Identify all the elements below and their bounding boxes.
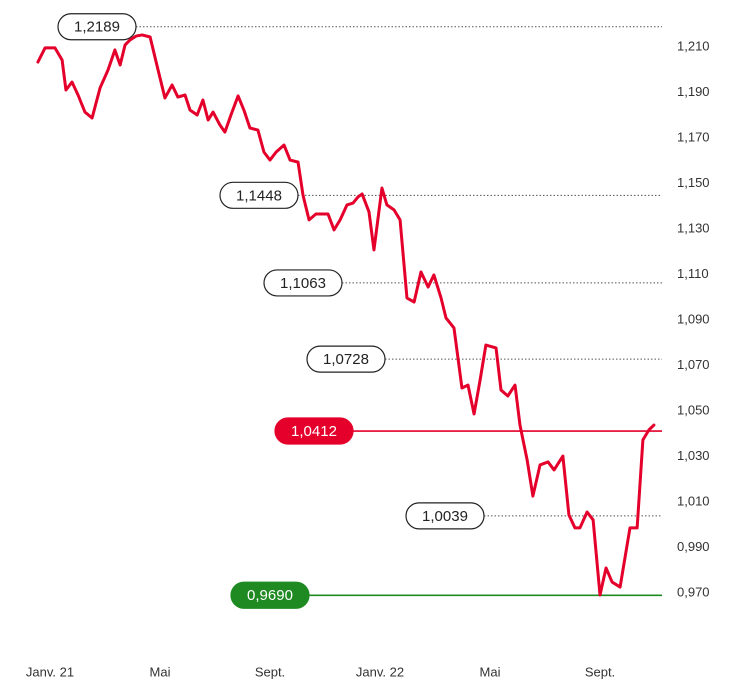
reference-label: 1,1063 bbox=[280, 275, 326, 292]
x-tick-label: Janv. 21 bbox=[26, 664, 74, 679]
x-tick-label: Mai bbox=[150, 664, 171, 679]
reference-pill bbox=[230, 581, 310, 609]
reference-pill bbox=[219, 181, 299, 209]
reference-label: 1,0728 bbox=[323, 351, 369, 368]
y-tick-label: 1,050 bbox=[677, 402, 710, 417]
y-tick-label: 1,110 bbox=[677, 266, 709, 281]
y-tick-label: 1,090 bbox=[677, 311, 710, 326]
x-tick-label: Mai bbox=[480, 664, 501, 679]
y-tick-label: 0,970 bbox=[677, 584, 710, 599]
y-tick-label: 0,990 bbox=[677, 539, 710, 554]
price-line bbox=[36, 33, 656, 597]
x-tick-label: Sept. bbox=[255, 664, 285, 679]
y-tick-label: 1,030 bbox=[677, 448, 710, 463]
reference-label: 1,0412 bbox=[291, 423, 337, 440]
y-tick-label: 1,210 bbox=[677, 38, 710, 53]
y-tick-label: 1,150 bbox=[677, 175, 710, 190]
y-tick-label: 1,130 bbox=[677, 220, 710, 235]
reference-label: 1,2189 bbox=[74, 19, 120, 36]
x-tick-label: Janv. 22 bbox=[356, 664, 404, 679]
reference-label: 1,0039 bbox=[422, 508, 468, 525]
x-tick-label: Sept. bbox=[585, 664, 615, 679]
reference-label: 1,1448 bbox=[236, 187, 282, 204]
y-tick-label: 1,190 bbox=[677, 84, 710, 99]
reference-pill bbox=[57, 13, 137, 41]
y-tick-label: 1,070 bbox=[677, 357, 710, 372]
reference-pill bbox=[263, 269, 343, 297]
reference-pill bbox=[306, 345, 386, 373]
reference-pill bbox=[274, 417, 354, 445]
reference-label: 0,9690 bbox=[247, 587, 293, 604]
reference-pill bbox=[405, 502, 485, 530]
y-tick-label: 1,010 bbox=[677, 493, 710, 508]
y-tick-label: 1,170 bbox=[677, 129, 710, 144]
